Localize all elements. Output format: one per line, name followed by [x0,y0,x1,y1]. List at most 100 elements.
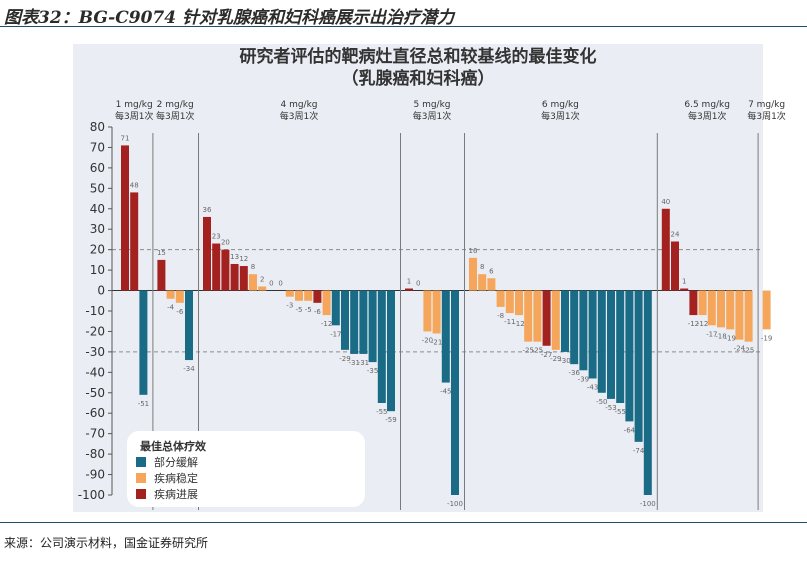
bar [139,290,148,395]
bar [313,290,322,303]
bar-value-label: 1 [407,278,411,286]
bar-value-label: 71 [121,134,130,142]
bar [221,249,230,291]
bar [551,290,560,350]
bar-value-label: -45 [440,388,451,396]
bar-value-label: -25 [522,347,533,355]
bar [249,274,257,291]
y-tick-label: 20 [90,243,105,257]
bar-value-label: 0 [269,280,273,288]
bar-value-label: 12 [239,255,248,263]
bar [616,290,625,403]
bar-value-label: -19 [724,334,735,342]
bar [579,290,588,371]
bar-value-label: 2 [260,275,264,283]
bar [451,290,459,495]
bar-value-label: -5 [305,306,312,314]
bar [661,208,670,291]
bar-value-label: -8 [497,312,504,320]
bar [735,290,744,340]
bar [515,290,523,316]
bar-value-label: -39 [578,375,589,383]
y-axis: 80 70 60 50 40 30 20 10 0 -10 -20 -30 -40 -50 -60 -70 -8… [78,120,113,502]
bar-value-label: 36 [203,206,212,214]
bar [331,290,340,326]
bar-value-label: -43 [587,383,598,391]
legend-label-sd: 疾病稳定 [154,471,198,485]
bar [258,286,267,291]
bar-value-label: 8 [251,263,255,271]
bar-value-label: 0 [278,280,282,288]
y-tick-label: -10 [85,304,105,318]
bar [744,290,753,342]
bar [203,216,211,291]
bar-value-label: -74 [633,447,645,455]
bar [157,259,166,291]
bar [607,290,615,399]
bar [295,290,303,301]
y-tick-label: -70 [85,427,105,441]
bar [387,290,395,412]
bar-value-label: 16 [469,247,478,255]
bar-value-label: 15 [157,249,166,257]
y-tick-label: -80 [85,447,105,461]
bar [561,290,569,352]
bar-value-label: -59 [385,416,396,424]
bar-value-label: 40 [661,198,670,206]
schedule-label: 每3周1次 [156,110,194,122]
bar [185,290,193,361]
bar-value-label: -31 [358,359,369,367]
bar [487,278,496,291]
dose-label: 4 mg/kg [280,100,317,110]
bar-value-label: -27 [541,351,552,359]
dose-label: 1 mg/kg [116,100,153,110]
bar [130,192,139,291]
legend-label-pd: 疾病进展 [154,487,198,501]
y-tick-label: -90 [85,468,105,482]
schedule-label: 每3周1次 [747,110,785,122]
bar [597,290,606,393]
dose-label: 5 mg/kg [413,100,450,110]
bar [478,274,487,291]
bar [717,290,725,328]
bar-value-label: -55 [376,408,387,416]
bar-value-label: -6 [314,308,322,316]
y-tick-label: -50 [85,386,105,400]
bar-value-label: -64 [624,426,636,434]
schedule-label: 每3周1次 [541,110,579,122]
source-note: 来源：公司演示材料，国金证券研究所 [4,536,209,550]
bar-value-label: -25 [743,347,754,355]
bars [121,145,771,495]
bar-value-label: 20 [221,239,230,247]
bar-value-label: -29 [550,355,561,363]
bar-value-label: -17 [330,330,341,338]
bar [726,290,735,330]
bar-value-label: -18 [715,332,726,340]
bar [570,290,579,365]
bar [689,290,698,316]
bar [368,290,377,363]
y-tick-label: 0 [97,284,105,298]
y-tick-label: 60 [90,161,105,175]
bar [524,290,533,342]
bar-value-label: -12 [513,320,524,328]
y-tick-label: 70 [90,140,105,154]
bar-value-label: -24 [734,345,746,353]
chart-title: 研究者评估的靶病灶直径总和较基线的最佳变化 [240,46,597,67]
bar-value-label: -11 [504,318,515,326]
bar [469,257,477,291]
schedule-label: 每3周1次 [280,110,318,122]
legend-swatch-pr [136,457,146,467]
bar-value-label: 0 [416,280,420,288]
caption-rule [0,26,807,27]
bar [239,266,248,291]
bar-value-label: 8 [480,263,484,271]
bar [496,290,505,307]
legend-title: 最佳总体疗效 [140,439,207,453]
schedule-label: 每3周1次 [688,110,726,122]
bar [405,288,413,291]
bar-value-label: -55 [614,408,625,416]
bar [542,290,551,346]
